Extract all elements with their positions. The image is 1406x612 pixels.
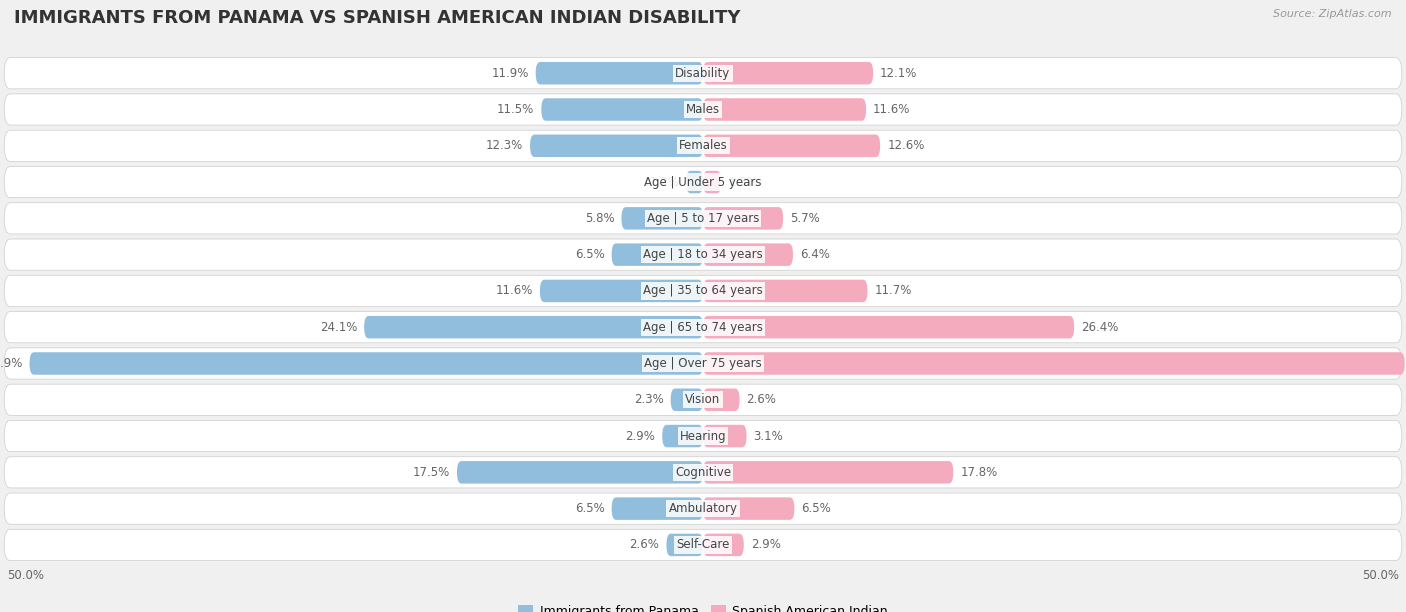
- Text: 6.5%: 6.5%: [575, 248, 605, 261]
- FancyBboxPatch shape: [4, 312, 1402, 343]
- FancyBboxPatch shape: [703, 498, 794, 520]
- Text: IMMIGRANTS FROM PANAMA VS SPANISH AMERICAN INDIAN DISABILITY: IMMIGRANTS FROM PANAMA VS SPANISH AMERIC…: [14, 9, 741, 27]
- FancyBboxPatch shape: [703, 207, 783, 230]
- FancyBboxPatch shape: [4, 420, 1402, 452]
- Text: 6.4%: 6.4%: [800, 248, 830, 261]
- FancyBboxPatch shape: [4, 493, 1402, 524]
- Text: Age | 5 to 17 years: Age | 5 to 17 years: [647, 212, 759, 225]
- Text: 11.9%: 11.9%: [491, 67, 529, 80]
- Text: 2.6%: 2.6%: [747, 394, 776, 406]
- Text: 6.5%: 6.5%: [575, 502, 605, 515]
- Text: 11.7%: 11.7%: [875, 285, 912, 297]
- Text: Self-Care: Self-Care: [676, 539, 730, 551]
- Text: Cognitive: Cognitive: [675, 466, 731, 479]
- Text: 12.1%: 12.1%: [880, 67, 918, 80]
- Text: Age | 35 to 64 years: Age | 35 to 64 years: [643, 285, 763, 297]
- Text: 11.5%: 11.5%: [498, 103, 534, 116]
- FancyBboxPatch shape: [364, 316, 703, 338]
- Text: Age | 18 to 34 years: Age | 18 to 34 years: [643, 248, 763, 261]
- FancyBboxPatch shape: [703, 99, 866, 121]
- Text: 11.6%: 11.6%: [873, 103, 911, 116]
- FancyBboxPatch shape: [4, 275, 1402, 307]
- FancyBboxPatch shape: [703, 425, 747, 447]
- FancyBboxPatch shape: [4, 166, 1402, 198]
- Text: Vision: Vision: [685, 394, 721, 406]
- FancyBboxPatch shape: [530, 135, 703, 157]
- FancyBboxPatch shape: [703, 62, 873, 84]
- Text: 50.0%: 50.0%: [7, 569, 44, 582]
- FancyBboxPatch shape: [621, 207, 703, 230]
- Text: Age | Over 75 years: Age | Over 75 years: [644, 357, 762, 370]
- FancyBboxPatch shape: [30, 353, 703, 375]
- FancyBboxPatch shape: [4, 203, 1402, 234]
- Text: 2.3%: 2.3%: [634, 394, 664, 406]
- Text: Age | 65 to 74 years: Age | 65 to 74 years: [643, 321, 763, 334]
- Text: Disability: Disability: [675, 67, 731, 80]
- FancyBboxPatch shape: [662, 425, 703, 447]
- FancyBboxPatch shape: [703, 534, 744, 556]
- FancyBboxPatch shape: [612, 498, 703, 520]
- FancyBboxPatch shape: [4, 529, 1402, 561]
- FancyBboxPatch shape: [4, 348, 1402, 379]
- Text: 2.9%: 2.9%: [626, 430, 655, 442]
- FancyBboxPatch shape: [457, 461, 703, 483]
- FancyBboxPatch shape: [686, 171, 703, 193]
- FancyBboxPatch shape: [703, 244, 793, 266]
- Text: Ambulatory: Ambulatory: [668, 502, 738, 515]
- Text: 1.2%: 1.2%: [650, 176, 679, 188]
- Text: Females: Females: [679, 140, 727, 152]
- Text: 1.3%: 1.3%: [728, 176, 758, 188]
- Text: Source: ZipAtlas.com: Source: ZipAtlas.com: [1274, 9, 1392, 19]
- Text: 2.9%: 2.9%: [751, 539, 780, 551]
- Text: Hearing: Hearing: [679, 430, 727, 442]
- Text: 50.0%: 50.0%: [1362, 569, 1399, 582]
- FancyBboxPatch shape: [536, 62, 703, 84]
- Text: 11.6%: 11.6%: [495, 285, 533, 297]
- FancyBboxPatch shape: [703, 353, 1405, 375]
- FancyBboxPatch shape: [703, 316, 1074, 338]
- FancyBboxPatch shape: [4, 58, 1402, 89]
- Text: 17.5%: 17.5%: [413, 466, 450, 479]
- Text: 17.8%: 17.8%: [960, 466, 997, 479]
- FancyBboxPatch shape: [612, 244, 703, 266]
- FancyBboxPatch shape: [4, 130, 1402, 162]
- FancyBboxPatch shape: [4, 239, 1402, 271]
- Text: 26.4%: 26.4%: [1081, 321, 1119, 334]
- Text: 12.3%: 12.3%: [486, 140, 523, 152]
- Legend: Immigrants from Panama, Spanish American Indian: Immigrants from Panama, Spanish American…: [513, 600, 893, 612]
- Text: 5.7%: 5.7%: [790, 212, 820, 225]
- FancyBboxPatch shape: [540, 280, 703, 302]
- Text: 24.1%: 24.1%: [319, 321, 357, 334]
- FancyBboxPatch shape: [4, 384, 1402, 416]
- Text: Males: Males: [686, 103, 720, 116]
- Text: 3.1%: 3.1%: [754, 430, 783, 442]
- FancyBboxPatch shape: [703, 171, 721, 193]
- FancyBboxPatch shape: [666, 534, 703, 556]
- Text: 47.9%: 47.9%: [0, 357, 22, 370]
- Text: Age | Under 5 years: Age | Under 5 years: [644, 176, 762, 188]
- Text: 5.8%: 5.8%: [585, 212, 614, 225]
- Text: 2.6%: 2.6%: [630, 539, 659, 551]
- FancyBboxPatch shape: [671, 389, 703, 411]
- FancyBboxPatch shape: [703, 461, 953, 483]
- FancyBboxPatch shape: [4, 457, 1402, 488]
- FancyBboxPatch shape: [703, 135, 880, 157]
- FancyBboxPatch shape: [703, 389, 740, 411]
- FancyBboxPatch shape: [4, 94, 1402, 125]
- FancyBboxPatch shape: [703, 280, 868, 302]
- FancyBboxPatch shape: [541, 99, 703, 121]
- Text: 12.6%: 12.6%: [887, 140, 925, 152]
- Text: 6.5%: 6.5%: [801, 502, 831, 515]
